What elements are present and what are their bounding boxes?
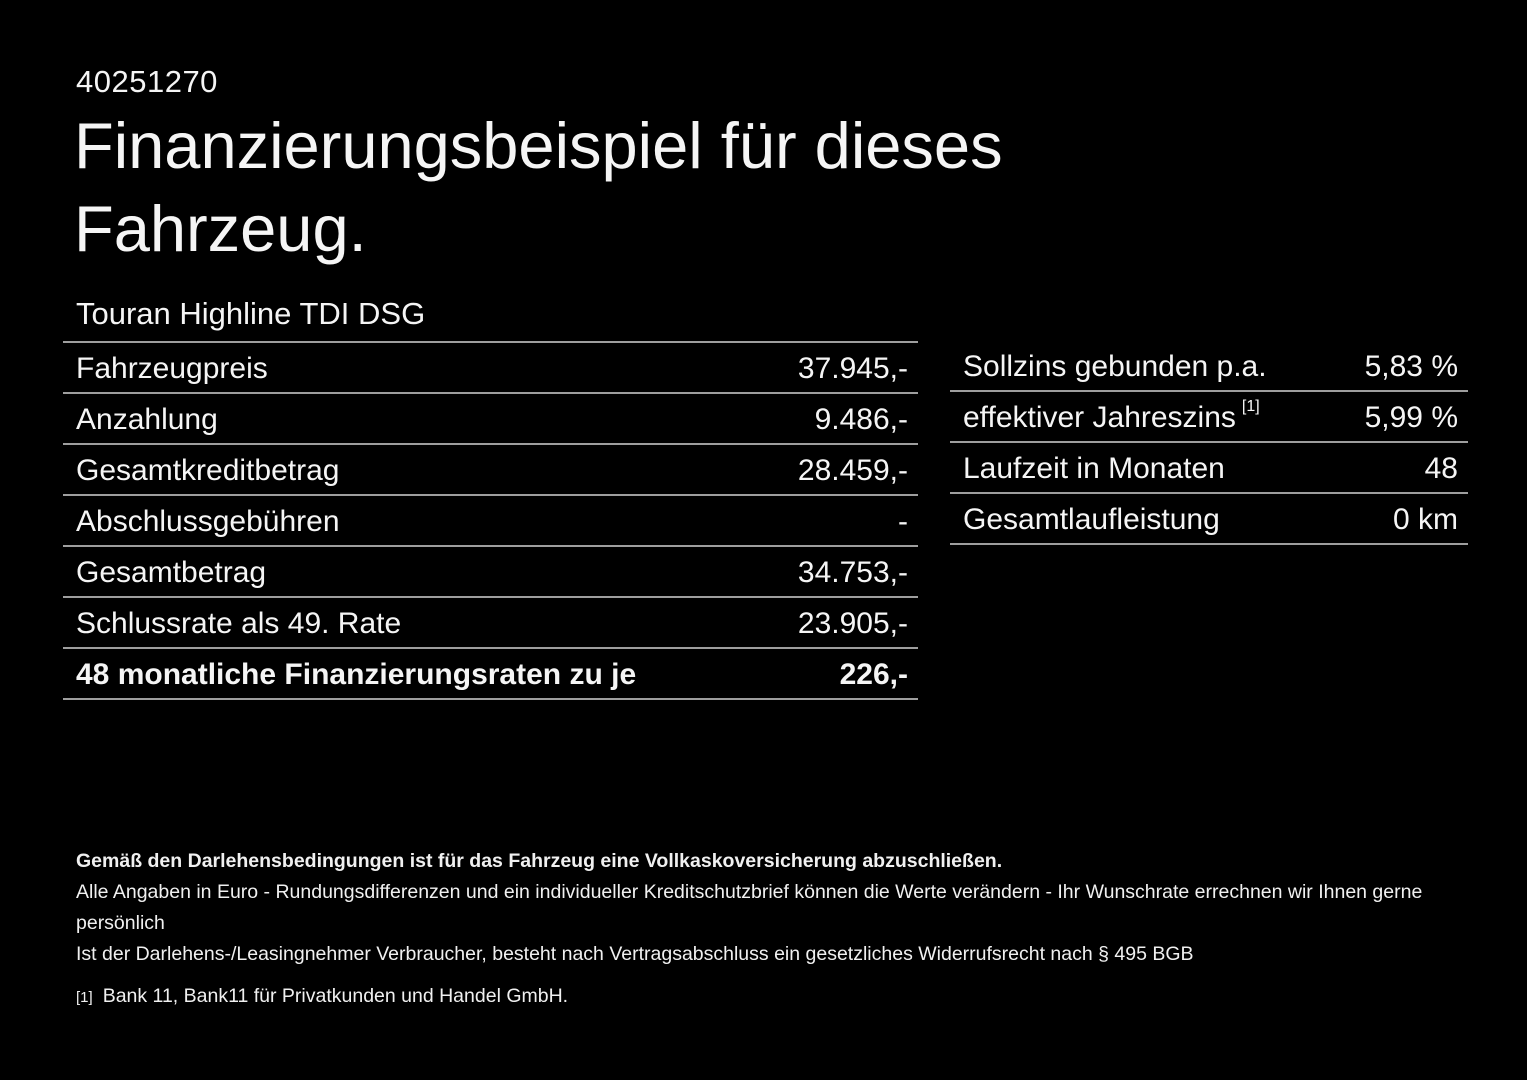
fine-print-disclaimer: Alle Angaben in Euro - Rundungsdifferenz… xyxy=(76,881,1423,934)
row-value: - xyxy=(898,504,908,538)
page-title: Finanzierungsbeispiel für dieses Fahrzeu… xyxy=(74,109,1003,265)
table-row: Fahrzeugpreis 37.945,- xyxy=(63,343,918,394)
fine-print: Gemäß den Darlehensbedingungen ist für d… xyxy=(76,846,1456,1012)
footnote-text: Bank 11, Bank11 für Privatkunden und Han… xyxy=(102,985,569,1007)
row-label: 48 monatliche Finanzierungsraten zu je xyxy=(76,657,637,691)
table-row: Gesamtbetrag 34.753,- xyxy=(63,547,918,598)
footnote-bank: [1] Bank 11, Bank11 für Privatkunden und … xyxy=(76,981,1456,1012)
table-row: Laufzeit in Monaten 48 xyxy=(950,443,1468,494)
table-row: effektiver Jahreszins [1] 5,99 % xyxy=(950,392,1468,443)
row-label: Gesamtlaufleistung xyxy=(963,502,1220,536)
financing-cost-table: Fahrzeugpreis 37.945,- Anzahlung 9.486,-… xyxy=(63,341,918,700)
row-value: 37.945,- xyxy=(797,351,908,385)
row-value: 9.486,- xyxy=(814,402,908,436)
vehicle-model: Touran Highline TDI DSG xyxy=(76,296,426,331)
table-row: Abschlussgebühren - xyxy=(63,496,918,547)
financing-tables: Fahrzeugpreis 37.945,- Anzahlung 9.486,-… xyxy=(63,341,1468,700)
row-value: 28.459,- xyxy=(797,453,908,487)
row-label: Gesamtbetrag xyxy=(76,555,267,589)
row-value: 226,- xyxy=(839,657,908,691)
table-row-monthly-rate: 48 monatliche Finanzierungsraten zu je 2… xyxy=(63,649,918,700)
table-row: Anzahlung 9.486,- xyxy=(63,394,918,445)
row-label: Gesamtkreditbetrag xyxy=(76,453,340,487)
fine-print-insurance-note: Gemäß den Darlehensbedingungen ist für d… xyxy=(76,850,1003,872)
vehicle-id: 40251270 xyxy=(76,64,218,99)
table-row: Gesamtkreditbetrag 28.459,- xyxy=(63,445,918,496)
row-label: Laufzeit in Monaten xyxy=(963,451,1225,485)
footnote-marker: [1] xyxy=(76,989,93,1006)
row-value: 5,99 % xyxy=(1364,400,1458,434)
row-value: 23.905,- xyxy=(797,606,908,640)
row-label: Schlussrate als 49. Rate xyxy=(76,606,402,640)
row-label: Sollzins gebunden p.a. xyxy=(963,349,1267,383)
row-label: effektiver Jahreszins [1] xyxy=(963,397,1260,434)
table-row: Schlussrate als 49. Rate 23.905,- xyxy=(63,598,918,649)
row-value: 48 xyxy=(1424,451,1458,485)
row-value: 34.753,- xyxy=(797,555,908,589)
footnote-ref: [1] xyxy=(1241,397,1260,415)
row-label: Anzahlung xyxy=(76,402,218,436)
row-label: Fahrzeugpreis xyxy=(76,351,268,385)
row-value: 5,83 % xyxy=(1364,349,1458,383)
financing-conditions-table: Sollzins gebunden p.a. 5,83 % effektiver… xyxy=(950,341,1468,545)
row-label: Abschlussgebühren xyxy=(76,504,340,538)
row-value: 0 km xyxy=(1392,502,1458,536)
table-row: Sollzins gebunden p.a. 5,83 % xyxy=(950,341,1468,392)
fine-print-withdrawal-note: Ist der Darlehens-/Leasingnehmer Verbrau… xyxy=(76,943,1194,965)
table-row: Gesamtlaufleistung 0 km xyxy=(950,494,1468,545)
